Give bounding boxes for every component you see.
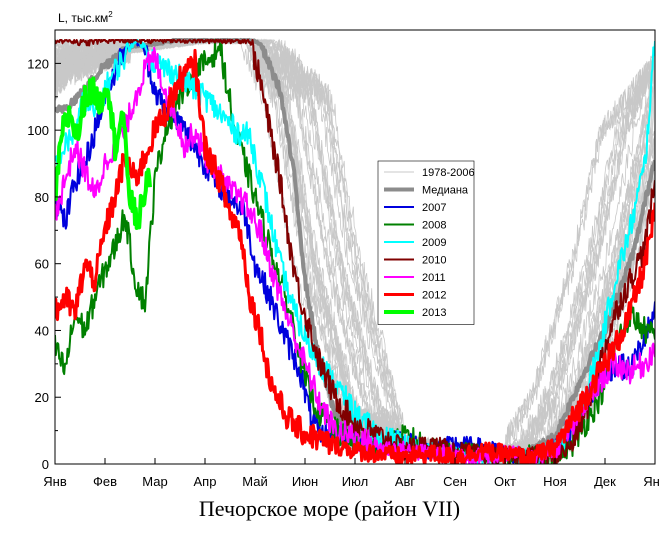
background-series-1978-2006 [55, 38, 655, 464]
legend-entry-label: 2010 [422, 255, 446, 267]
legend-entry-label: 1978-2006 [422, 167, 475, 179]
series-line-2012 [55, 48, 655, 464]
x-tick-label: Июл [342, 474, 368, 489]
x-tick-label: Авг [395, 474, 416, 489]
x-tick-label: Сен [443, 474, 467, 489]
chart: 0 20 40 60 80 100 120 Янв Фев Мар Апр Май Июн Июл Авг… [27, 10, 659, 489]
series-line-2013 [55, 76, 152, 230]
x-tick-label: Янв [643, 474, 659, 489]
x-tick-label: Ноя [543, 474, 567, 489]
legend-entry-label: 2008 [422, 220, 446, 232]
y-tick-label: 20 [35, 390, 49, 405]
x-tick-labels: Янв Фев Мар Апр Май Июн Июл Авг Сен Окт Ноя Дек Янв [43, 474, 659, 489]
x-tick-label: Май [242, 474, 267, 489]
legend-entry-label: Медиана [422, 185, 469, 197]
legend: 1978-2006 Медиана 2007 2008 2009 2010 2011 2012… [377, 160, 475, 325]
y-tick-label: 120 [27, 56, 49, 71]
y-tick-labels: 0 20 40 60 80 100 120 [27, 56, 49, 472]
y-tick-label: 100 [27, 123, 49, 138]
y-axis-label: L, тыс.км2 [58, 10, 113, 25]
legend-entry-label: 2009 [422, 237, 446, 249]
figure-caption: Печорское море (район VII) [198, 496, 461, 521]
x-tick-label: Апр [194, 474, 217, 489]
x-tick-label: Мар [142, 474, 167, 489]
x-tick-label: Дек [594, 474, 616, 489]
y-tick-label: 80 [35, 190, 49, 205]
legend-entry-label: 2012 [422, 290, 446, 302]
y-tick-label: 40 [35, 323, 49, 338]
y-axis-label-superscript: 2 [108, 10, 113, 19]
axes [54, 29, 656, 465]
x-tick-label: Июн [292, 474, 318, 489]
legend-entry-label: 2013 [422, 307, 446, 319]
y-tick-label: 60 [35, 257, 49, 272]
y-tick-label: 0 [42, 457, 49, 472]
series-lines [55, 38, 655, 464]
legend-entry-label: 2011 [422, 272, 446, 284]
x-tick-label: Окт [494, 474, 516, 489]
legend-entry-label: 2007 [422, 202, 446, 214]
x-tick-label: Янв [43, 474, 67, 489]
x-tick-label: Фев [93, 474, 117, 489]
